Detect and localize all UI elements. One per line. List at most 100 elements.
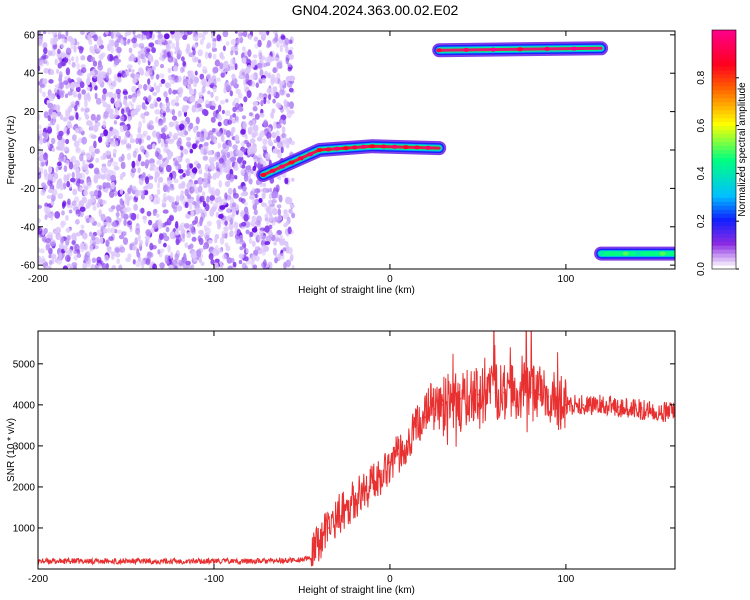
noise-cell — [144, 176, 150, 185]
noise-cell — [189, 148, 194, 154]
noise-cell — [47, 102, 54, 109]
noise-cell — [156, 97, 162, 102]
noise-cell — [127, 117, 131, 122]
noise-cell — [172, 173, 176, 180]
snr-data-point — [547, 395, 550, 398]
noise-cell — [123, 218, 127, 227]
noise-cell — [42, 258, 46, 263]
noise-cell — [203, 177, 207, 185]
snr-data-point — [424, 416, 426, 419]
noise-cell — [151, 245, 157, 250]
noise-cell — [163, 184, 168, 193]
feature-peak — [490, 47, 497, 52]
noise-cell — [96, 47, 102, 53]
noise-cell — [167, 176, 172, 181]
x-tick-label: 100 — [558, 274, 575, 285]
colorbar-swatch — [712, 265, 736, 270]
noise-cell — [101, 262, 107, 269]
noise-cell — [183, 255, 187, 264]
colorbar-swatch — [712, 173, 736, 178]
noise-cell — [212, 53, 217, 60]
noise-cell — [84, 99, 88, 108]
noise-cell — [79, 81, 85, 89]
noise-cell — [257, 39, 262, 48]
noise-cell — [251, 227, 258, 233]
snr-data-point — [397, 453, 400, 455]
noise-cell — [268, 187, 273, 193]
noise-cell — [40, 189, 46, 196]
noise-cell — [42, 131, 46, 137]
noise-cell — [248, 145, 254, 153]
noise-cell — [233, 165, 239, 171]
noise-cell — [98, 136, 103, 143]
noise-cell — [254, 246, 261, 251]
noise-cell — [117, 135, 122, 141]
noise-cell — [204, 145, 209, 152]
noise-cell — [136, 213, 140, 220]
noise-cell — [62, 201, 67, 208]
noise-cell — [91, 152, 96, 158]
noise-cell — [105, 150, 111, 156]
noise-cell — [63, 165, 68, 173]
noise-cell — [57, 161, 62, 167]
noise-cell — [177, 32, 183, 39]
colorbar-swatch — [712, 41, 736, 47]
noise-cell — [147, 78, 151, 85]
noise-cell — [291, 264, 295, 269]
colorbar-swatch — [712, 117, 736, 123]
noise-cell — [90, 195, 95, 203]
noise-cell — [247, 64, 252, 71]
noise-cell — [193, 81, 197, 88]
noise-cell — [75, 232, 81, 237]
noise-cell — [269, 230, 273, 238]
noise-cell — [45, 244, 51, 251]
noise-cell — [58, 57, 62, 63]
noise-cell — [221, 198, 227, 206]
noise-cell — [71, 240, 76, 246]
snr-data-point — [380, 473, 382, 476]
noise-cell — [81, 67, 87, 74]
noise-cell — [70, 101, 76, 108]
noise-cell — [111, 128, 118, 135]
noise-cell — [237, 157, 243, 164]
noise-cell — [242, 121, 247, 129]
noise-cell — [171, 43, 176, 49]
colorbar-swatch — [712, 233, 736, 238]
noise-cell — [79, 206, 86, 212]
noise-cell — [236, 38, 241, 45]
noise-cell — [140, 207, 145, 214]
snr-frame — [37, 330, 676, 570]
x-tick-label: -200 — [28, 574, 48, 585]
noise-cell — [68, 105, 72, 113]
noise-cell — [131, 37, 138, 44]
noise-cell — [163, 147, 167, 153]
noise-cell — [235, 149, 241, 155]
noise-cell — [156, 188, 161, 195]
noise-cell — [230, 81, 234, 87]
colorbar-swatch — [712, 257, 736, 262]
noise-cell — [288, 75, 294, 82]
noise-cell — [210, 91, 214, 98]
noise-cell — [38, 217, 41, 224]
noise-cell — [254, 198, 260, 205]
noise-cell — [182, 233, 186, 239]
noise-cell — [208, 164, 213, 170]
noise-cell — [225, 98, 229, 103]
noise-cell — [224, 232, 228, 239]
noise-cell — [198, 59, 201, 64]
noise-cell — [165, 43, 171, 52]
noise-cell — [144, 150, 150, 159]
noise-cell — [72, 188, 78, 196]
snr-data-point — [362, 490, 365, 492]
colorbar-swatch — [712, 49, 736, 55]
noise-cell — [183, 96, 189, 102]
noise-cell — [93, 34, 98, 42]
noise-cell — [206, 195, 210, 203]
noise-cell — [219, 205, 226, 210]
feature-peak — [288, 160, 295, 165]
noise-cell — [231, 202, 237, 207]
noise-cell — [231, 73, 236, 80]
noise-cell — [234, 50, 239, 56]
noise-cell — [223, 64, 229, 73]
noise-cell — [208, 186, 212, 194]
